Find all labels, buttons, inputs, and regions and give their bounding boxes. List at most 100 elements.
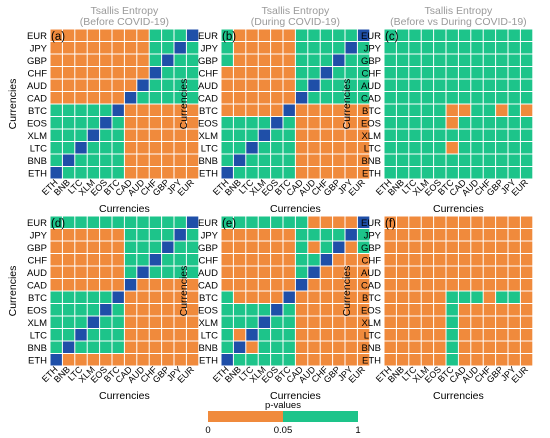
heatmap-cell (320, 266, 333, 278)
heatmap-cell (357, 254, 370, 266)
heatmap-cell (508, 154, 520, 166)
panel-label: (f) (385, 218, 396, 230)
heatmap-cell (271, 42, 283, 54)
heatmap-cell (75, 79, 87, 91)
y-tick-label: CAD (198, 280, 218, 291)
heatmap-cell (520, 304, 533, 316)
heatmap-cell (496, 104, 508, 116)
heatmap-cell (50, 304, 62, 316)
y-tick-label: AUD (198, 268, 218, 279)
heatmap-cell (174, 216, 186, 228)
heatmap-cell (421, 67, 434, 79)
heatmap-cell (320, 241, 333, 253)
heatmap-cell (221, 254, 233, 266)
heatmap-cell (496, 129, 508, 141)
heatmap-cell (186, 254, 199, 266)
heatmap-cell (149, 341, 162, 353)
heatmap-cell (483, 29, 496, 41)
heatmap-cell (345, 241, 357, 253)
heatmap-cell (100, 142, 112, 154)
heatmap-cell (87, 341, 100, 353)
heatmap-cell (384, 54, 396, 66)
heatmap-cell (258, 104, 271, 116)
heatmap-cell (357, 92, 370, 104)
heatmap-cell (295, 329, 308, 341)
heatmap-cell (283, 167, 295, 179)
heatmap-cell (246, 216, 258, 228)
heatmap-cell (62, 329, 75, 341)
y-tick-label: ETH (199, 168, 218, 179)
heatmap-cell (446, 92, 458, 104)
heatmap-cell (396, 154, 409, 166)
heatmap-cell (174, 316, 186, 328)
heatmap-cell (186, 241, 199, 253)
heatmap-cell (384, 129, 396, 141)
heatmap-cell (162, 129, 174, 141)
y-tick-label: BNB (198, 156, 218, 167)
heatmap-cell (458, 329, 471, 341)
heatmap-cell (384, 329, 396, 341)
heatmap-cell (100, 129, 112, 141)
heatmap-cell (50, 316, 62, 328)
heatmap-cell (258, 291, 271, 303)
heatmap-cell (258, 216, 271, 228)
heatmap-cell (283, 254, 295, 266)
heatmap-cell (112, 67, 124, 79)
heatmap-cell (137, 279, 149, 291)
heatmap-cell (434, 316, 446, 328)
heatmap-cell (508, 266, 520, 278)
heatmap-cell (434, 341, 446, 353)
heatmap-cell (233, 316, 246, 328)
heatmap-cell (520, 216, 533, 228)
y-tick-label: JPY (30, 43, 48, 54)
x-axis-title: Currencies (433, 390, 484, 402)
heatmap-cell (458, 291, 471, 303)
heatmap-cell (333, 354, 345, 366)
heatmap-cell (271, 341, 283, 353)
heatmap-cell (87, 329, 100, 341)
heatmap-cell (471, 341, 483, 353)
heatmap-cell (162, 279, 174, 291)
heatmap-cell (124, 266, 137, 278)
heatmap-cell (471, 104, 483, 116)
heatmap-cell (295, 304, 308, 316)
heatmap-cell (396, 167, 409, 179)
heatmap-cell (396, 316, 409, 328)
heatmap-cell (246, 354, 258, 366)
heatmap-cell (508, 341, 520, 353)
heatmap-cell (409, 279, 421, 291)
heatmap-cell (333, 329, 345, 341)
heatmap-cell (50, 341, 62, 353)
heatmap-cell (308, 341, 320, 353)
heatmap-cell (483, 54, 496, 66)
heatmap-cell (508, 229, 520, 241)
heatmap-cell (186, 129, 199, 141)
plot-area (221, 216, 370, 366)
heatmap-cell (50, 54, 62, 66)
y-tick-label: BNB (361, 343, 381, 354)
heatmap-cell (221, 117, 233, 129)
heatmap-cell (87, 167, 100, 179)
heatmap-cell (357, 291, 370, 303)
heatmap-cell (396, 254, 409, 266)
heatmap-cell (458, 129, 471, 141)
heatmap-cell (333, 129, 345, 141)
heatmap-cell (320, 329, 333, 341)
heatmap-cell (50, 291, 62, 303)
heatmap-cell (75, 229, 87, 241)
heatmap-cell (258, 92, 271, 104)
heatmap-cell (308, 154, 320, 166)
panel-e: (e)EURJPYGBPCHFAUDCADBTCEOSXLMLTCBNBETHE… (178, 216, 370, 402)
heatmap-cell (446, 29, 458, 41)
heatmap-cell (137, 142, 149, 154)
heatmap-cell (124, 129, 137, 141)
heatmap-cell (471, 29, 483, 41)
panel-subtitle: (Before COVID-19) (80, 16, 169, 28)
heatmap-cell (483, 129, 496, 141)
heatmap-cell (100, 329, 112, 341)
heatmap-cell (174, 229, 186, 241)
heatmap-cell (508, 92, 520, 104)
heatmap-cell (496, 291, 508, 303)
heatmap-cell (258, 117, 271, 129)
heatmap-cell (508, 241, 520, 253)
